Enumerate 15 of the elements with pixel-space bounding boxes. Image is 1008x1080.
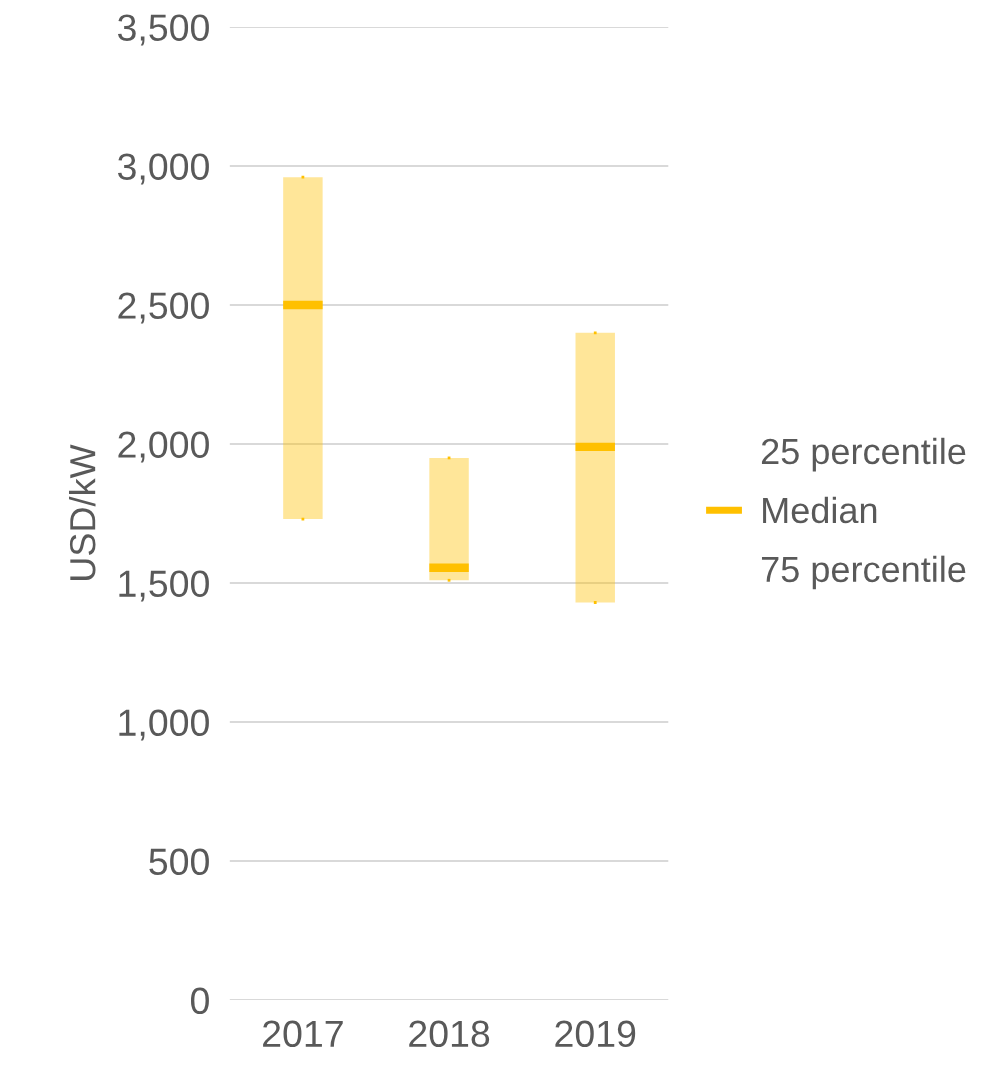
y-tick-label: 1,000 xyxy=(119,709,209,741)
x-tick-label: 2017 xyxy=(263,1020,343,1048)
y-tick-label: 3,500 xyxy=(117,14,209,46)
y-tick-label: 2,500 xyxy=(118,292,209,324)
x-tick-label: 2018 xyxy=(409,1020,490,1048)
y-tick-label: 1,500 xyxy=(119,570,209,602)
y-axis-title: USD/kW xyxy=(69,444,96,580)
y-tick-label: 500 xyxy=(149,848,209,876)
y-tick-label: 3,000 xyxy=(117,153,209,185)
y-tick-label: 0 xyxy=(190,987,209,1015)
legend-label: Median xyxy=(763,496,877,524)
x-tick-label: 2019 xyxy=(555,1020,636,1048)
text: 25 percentile xyxy=(761,437,966,472)
text: 75 percentile xyxy=(761,555,966,590)
y-tick-label: 2,000 xyxy=(118,431,209,463)
